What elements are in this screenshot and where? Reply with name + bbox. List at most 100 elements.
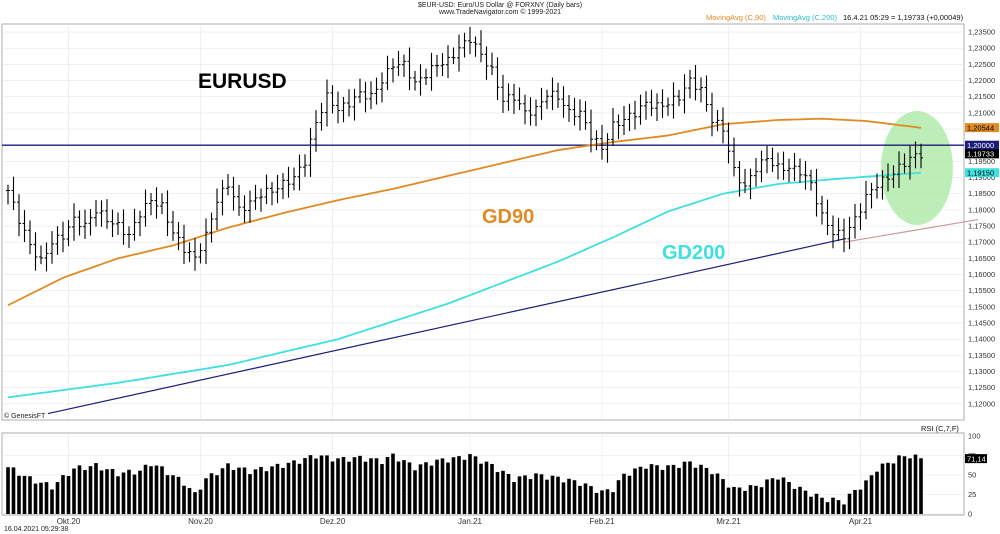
rsi-bar: [688, 461, 692, 514]
annotation-gd90: GD90: [482, 206, 534, 228]
rsi-bar: [259, 466, 263, 514]
rsi-bar: [677, 467, 681, 514]
rsi-bar: [490, 463, 494, 514]
ohlc-bar: [407, 47, 412, 91]
rsi-bar: [737, 487, 742, 514]
ohlc-bar: [875, 173, 879, 199]
rsi-bar: [770, 478, 775, 514]
ohlc-bar: [550, 77, 555, 111]
ohlc-bar: [33, 232, 38, 271]
ohlc-bar: [484, 46, 489, 80]
rsi-bar: [198, 489, 203, 514]
rsi-bar: [919, 458, 923, 514]
ohlc-bar: [583, 101, 588, 130]
rsi-tick-label: 50: [968, 471, 976, 480]
ohlc-bar: [220, 179, 225, 216]
ohlc-bar: [435, 54, 439, 77]
price-tick-label: 1,13500: [968, 351, 995, 360]
rsi-bar: [825, 502, 830, 514]
rsi-bar: [605, 489, 610, 514]
ohlc-bar: [94, 199, 98, 227]
secondary-trend-line: [843, 218, 979, 243]
ohlc-bar: [589, 109, 593, 153]
ohlc-bar: [842, 218, 846, 253]
rsi-bar: [429, 465, 434, 514]
ohlc-bar: [468, 26, 472, 55]
ohlc-bar: [440, 53, 445, 77]
ohlc-bar: [792, 152, 797, 182]
ohlc-bar: [319, 102, 324, 131]
rsi-bar: [127, 469, 131, 514]
ohlc-bar: [891, 165, 896, 189]
ohlc-bar: [165, 190, 170, 237]
ohlc-bar: [754, 158, 758, 187]
ohlc-bar: [528, 97, 533, 126]
ohlc-bar: [787, 158, 791, 183]
ohlc-bar: [556, 82, 560, 108]
ohlc-bar: [919, 143, 923, 169]
ohlc-bar: [677, 89, 681, 107]
ohlc-bar: [627, 103, 632, 132]
rsi-bar: [479, 463, 483, 514]
date-tick-label: Mrz.21: [716, 517, 741, 526]
ohlc-bar: [347, 89, 351, 117]
ohlc-bar: [270, 181, 274, 206]
date-tick-label: Apr.21: [849, 517, 873, 526]
rsi-bar: [33, 483, 38, 514]
rsi-bar: [215, 475, 219, 514]
ohlc-bar: [99, 200, 104, 227]
rsi-tick-label: 25: [968, 490, 976, 499]
rsi-bar: [765, 479, 769, 514]
ohlc-bar: [693, 64, 698, 101]
ohlc-bar: [352, 88, 357, 121]
rsi-bar: [660, 469, 665, 514]
ohlc-bar: [611, 108, 615, 146]
rsi-bar: [836, 500, 841, 514]
rsi-bar: [528, 479, 533, 514]
ohlc-bar: [737, 160, 742, 197]
rsi-bar: [897, 455, 901, 514]
rsi-bar: [11, 467, 16, 514]
rsi-bar: [506, 473, 511, 514]
rsi-bar: [539, 474, 544, 514]
price-tag-ma200: 1,19150: [967, 169, 994, 178]
ohlc-bar: [765, 145, 769, 174]
rsi-bar: [589, 486, 593, 514]
rsi-bar: [864, 480, 868, 514]
ohlc-bar: [671, 82, 676, 119]
rsi-bar: [171, 475, 175, 514]
rsi-bar: [248, 474, 252, 514]
ohlc-bar: [61, 221, 65, 253]
price-tick-label: 1,18000: [968, 205, 995, 214]
rsi-bar: [204, 478, 208, 514]
ohlc-bar: [418, 64, 423, 96]
rsi-bar: [270, 466, 274, 514]
rsi-bar: [578, 485, 582, 514]
rsi-bar: [754, 485, 758, 514]
rsi-bar: [831, 497, 835, 514]
ohlc-bar: [814, 168, 819, 217]
rsi-bar: [297, 463, 302, 514]
rsi-bar: [209, 473, 214, 514]
ohlc-bar: [77, 210, 82, 236]
rsi-bar: [220, 468, 225, 514]
rsi-bar: [699, 464, 703, 514]
rsi-bar: [396, 461, 401, 514]
rsi-bar: [121, 472, 126, 514]
rsi-bar: [732, 486, 736, 514]
rsi-bar: [715, 473, 720, 514]
ohlc-bar: [457, 34, 461, 72]
rsi-bar: [457, 456, 461, 514]
rsi-bar: [77, 465, 82, 514]
rsi-bar: [545, 479, 549, 514]
ohlc-bar: [341, 96, 346, 123]
ohlc-bar: [649, 89, 654, 117]
rsi-bar: [44, 482, 49, 514]
highlight-ellipse: [881, 111, 953, 225]
rsi-bar: [842, 504, 846, 514]
ohlc-bar: [171, 210, 175, 241]
ohlc-bar: [572, 97, 577, 126]
price-tick-label: 1,14000: [968, 335, 995, 344]
price-tick-label: 1,21500: [968, 92, 995, 101]
ohlc-bar: [143, 189, 148, 227]
